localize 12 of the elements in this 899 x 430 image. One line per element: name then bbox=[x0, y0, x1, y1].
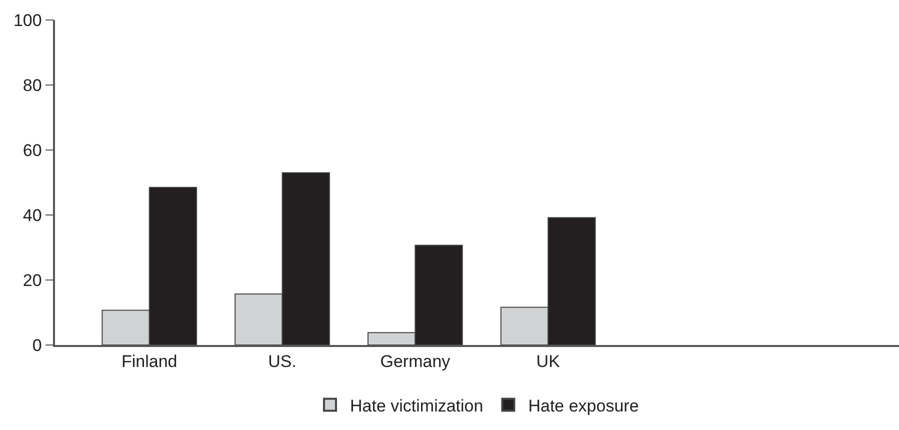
legend-label: Hate victimization bbox=[350, 396, 484, 416]
legend-label: Hate exposure bbox=[528, 396, 639, 416]
y-tick-label: 80 bbox=[22, 76, 42, 95]
y-tick-label: 60 bbox=[22, 140, 42, 160]
x-tick-label: Germany bbox=[380, 352, 451, 372]
x-tick-label: US. bbox=[268, 352, 296, 372]
y-tick-label: 20 bbox=[22, 270, 42, 290]
y-tick-label: 40 bbox=[22, 206, 42, 225]
y-tick-label: 0 bbox=[32, 336, 42, 355]
x-tick-label: Finland bbox=[121, 352, 178, 372]
x-tick-label: UK bbox=[536, 352, 561, 372]
y-tick-label: 100 bbox=[13, 10, 42, 30]
